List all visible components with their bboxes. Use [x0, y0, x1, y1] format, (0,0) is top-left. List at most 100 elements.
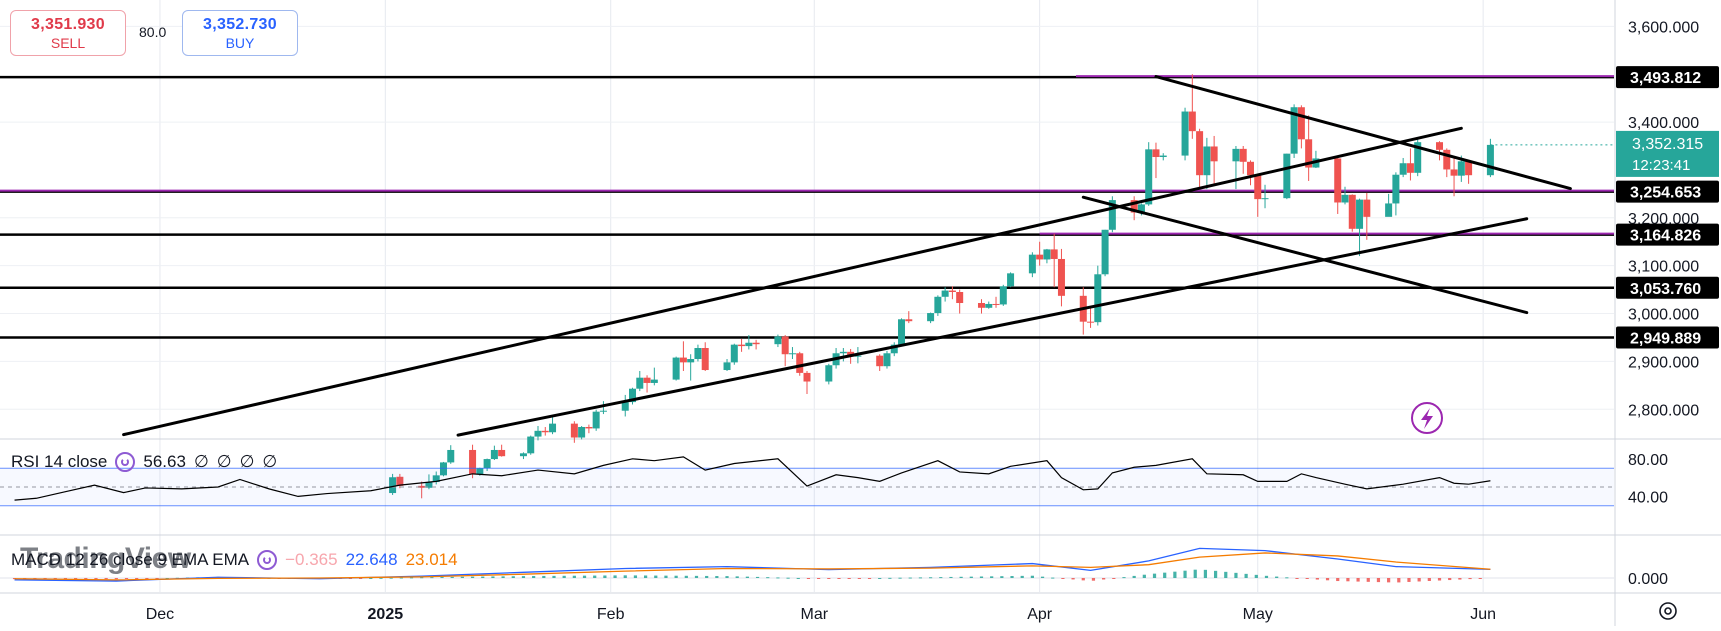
macd-histogram-bar: [827, 578, 831, 579]
macd-histogram-bar: [104, 578, 108, 580]
macd-histogram-bar: [1376, 578, 1381, 583]
macd-histogram-bar: [1305, 578, 1309, 579]
candle-body: [883, 353, 891, 367]
refresh-icon[interactable]: [115, 452, 136, 472]
price-axis-label: 3,400.000: [1628, 115, 1699, 132]
macd-histogram-bar: [542, 575, 546, 578]
macd-histogram-bar: [674, 575, 678, 578]
candle: [679, 341, 687, 371]
candle: [730, 343, 738, 365]
macd-histogram-bar: [888, 577, 892, 579]
candle-body: [1254, 175, 1262, 200]
candle-body: [621, 402, 629, 411]
candle-body: [1036, 254, 1044, 260]
candle-body: [599, 410, 607, 412]
macd-histogram-bar: [715, 576, 719, 578]
macd-histogram-bar: [1336, 578, 1340, 582]
macd-histogram-bar: [1173, 571, 1177, 578]
candle-body: [1363, 199, 1371, 217]
macd-histogram-bar: [776, 577, 780, 579]
candle-body: [1261, 198, 1269, 200]
rsi-legend[interactable]: RSI 14 close 56.63 ∅ ∅ ∅ ∅: [11, 452, 277, 472]
level-badge-text: 3,493.812: [1630, 70, 1701, 87]
macd-histogram-bar: [1356, 578, 1360, 582]
candle-body: [1334, 158, 1342, 203]
candle-body: [389, 477, 397, 494]
macd-histogram-bar: [654, 575, 658, 578]
candle: [585, 424, 593, 434]
macd-histogram-bar: [623, 575, 627, 578]
macd-histogram-bar: [460, 576, 464, 578]
price-axis-label: 3,100.000: [1628, 259, 1699, 276]
macd-histogram-bar: [532, 576, 536, 578]
macd-histogram-bar: [969, 576, 973, 578]
price-axis-label: 2,800.000: [1628, 402, 1699, 419]
candle-body: [738, 344, 746, 347]
macd-histogram-bar: [1468, 578, 1472, 580]
macd-histogram-bar: [837, 578, 841, 579]
candle: [839, 348, 847, 362]
candle: [745, 335, 753, 350]
candle: [890, 342, 898, 357]
macd-histogram-bar: [562, 575, 566, 578]
macd-histogram-bar: [1152, 573, 1157, 578]
buy-price: 3,352.730: [203, 16, 277, 33]
candle: [905, 311, 913, 324]
buy-label: BUY: [225, 35, 255, 51]
candle: [490, 445, 498, 461]
candle: [788, 347, 796, 360]
candle-body: [788, 353, 796, 355]
macd-signal-value: 23.014: [405, 550, 458, 569]
macd-histogram-bar: [633, 575, 638, 578]
macd-histogram-bar: [552, 575, 556, 578]
candle-body: [432, 475, 440, 483]
candle-body: [585, 426, 593, 429]
refresh-icon[interactable]: [257, 550, 278, 570]
macd-histogram-bar: [114, 578, 118, 580]
candle-body: [1007, 273, 1015, 287]
candle-body: [1443, 149, 1451, 170]
candle-body: [1239, 148, 1247, 162]
macd-histogram-bar: [593, 575, 597, 578]
candle-body: [439, 462, 447, 476]
candle: [650, 367, 658, 386]
current-price-badge-bg: [1616, 130, 1719, 177]
sell-button[interactable]: 3,351.930 SELL: [10, 10, 126, 56]
candle: [1094, 265, 1102, 326]
macd-histogram-bar: [644, 575, 648, 578]
candle: [1203, 137, 1211, 190]
candle-body: [934, 296, 942, 314]
macd-histogram-bar: [430, 577, 434, 579]
candle-body: [1290, 107, 1298, 154]
candle: [1050, 233, 1058, 288]
macd-legend[interactable]: MACD 12 26 close 9 EMA EMA −0.365 22.648…: [11, 550, 458, 570]
candle: [1254, 174, 1262, 217]
candle-body: [1385, 203, 1393, 217]
macd-histogram-bar: [399, 577, 403, 579]
macd-histogram-bar: [135, 578, 139, 579]
macd-histogram-bar: [928, 577, 933, 579]
candle: [498, 444, 506, 457]
level-badge: 3,164.826: [1616, 223, 1719, 246]
candle: [883, 350, 891, 369]
candle: [694, 344, 702, 362]
candle: [774, 334, 782, 348]
candle: [1043, 248, 1051, 264]
time-axis-label: Dec: [146, 606, 174, 623]
time-axis-label: 2025: [368, 606, 404, 623]
candle-body: [941, 290, 949, 297]
macd-histogram-bar: [359, 578, 363, 579]
level-badge-bg: [1616, 276, 1719, 299]
candle: [803, 370, 811, 394]
macd-histogram-bar: [572, 575, 576, 578]
trendline: [122, 126, 1463, 437]
rsi-title: RSI 14 close: [11, 452, 108, 471]
candle-body: [1101, 229, 1109, 275]
buy-button[interactable]: 3,352.730 BUY: [182, 10, 298, 56]
level-badge-bg: [1616, 326, 1719, 349]
macd-histogram-bar: [806, 578, 811, 579]
time-axis-label: Feb: [597, 606, 625, 623]
candle-body: [636, 377, 644, 389]
